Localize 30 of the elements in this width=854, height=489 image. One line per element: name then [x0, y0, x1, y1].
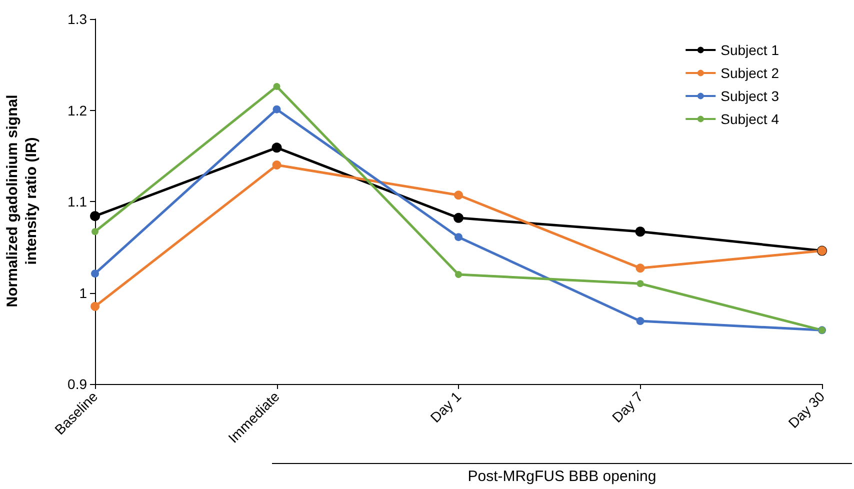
y-axis-title: Normalized gadolinium signal intensity ratio (IR): [3, 94, 41, 310]
point: [454, 212, 464, 223]
x-tick-label: Day 7: [608, 388, 646, 426]
legend-label: Subject 4: [720, 111, 780, 127]
point: [454, 233, 462, 242]
point: [90, 211, 100, 222]
y-tick-label: 1: [79, 284, 88, 301]
point: [272, 160, 282, 170]
point: [636, 280, 644, 288]
text: Post-MRgFUS BBB opening: [466, 468, 658, 485]
point: [636, 264, 645, 273]
point: [90, 302, 100, 311]
point: [91, 270, 99, 278]
y-tick-label: 0.9: [68, 376, 88, 392]
x-tick-label: Day 30: [785, 388, 828, 431]
x-tick-label: Day 1: [427, 388, 464, 426]
point: [455, 271, 462, 278]
y-tick-label: 1.3: [68, 11, 88, 27]
point: [272, 142, 282, 153]
point: [635, 226, 646, 237]
point: [273, 83, 280, 90]
point: [92, 228, 98, 236]
legend-label: Subject 2: [720, 65, 780, 81]
point: [636, 317, 644, 326]
y-tick-label: 1.2: [68, 102, 88, 118]
legend-label: Subject 1: [720, 42, 780, 58]
point: [272, 105, 281, 114]
point: [454, 190, 463, 200]
legend-label: Subject 3: [720, 88, 780, 104]
y-tick-label: 1.1: [68, 194, 88, 210]
